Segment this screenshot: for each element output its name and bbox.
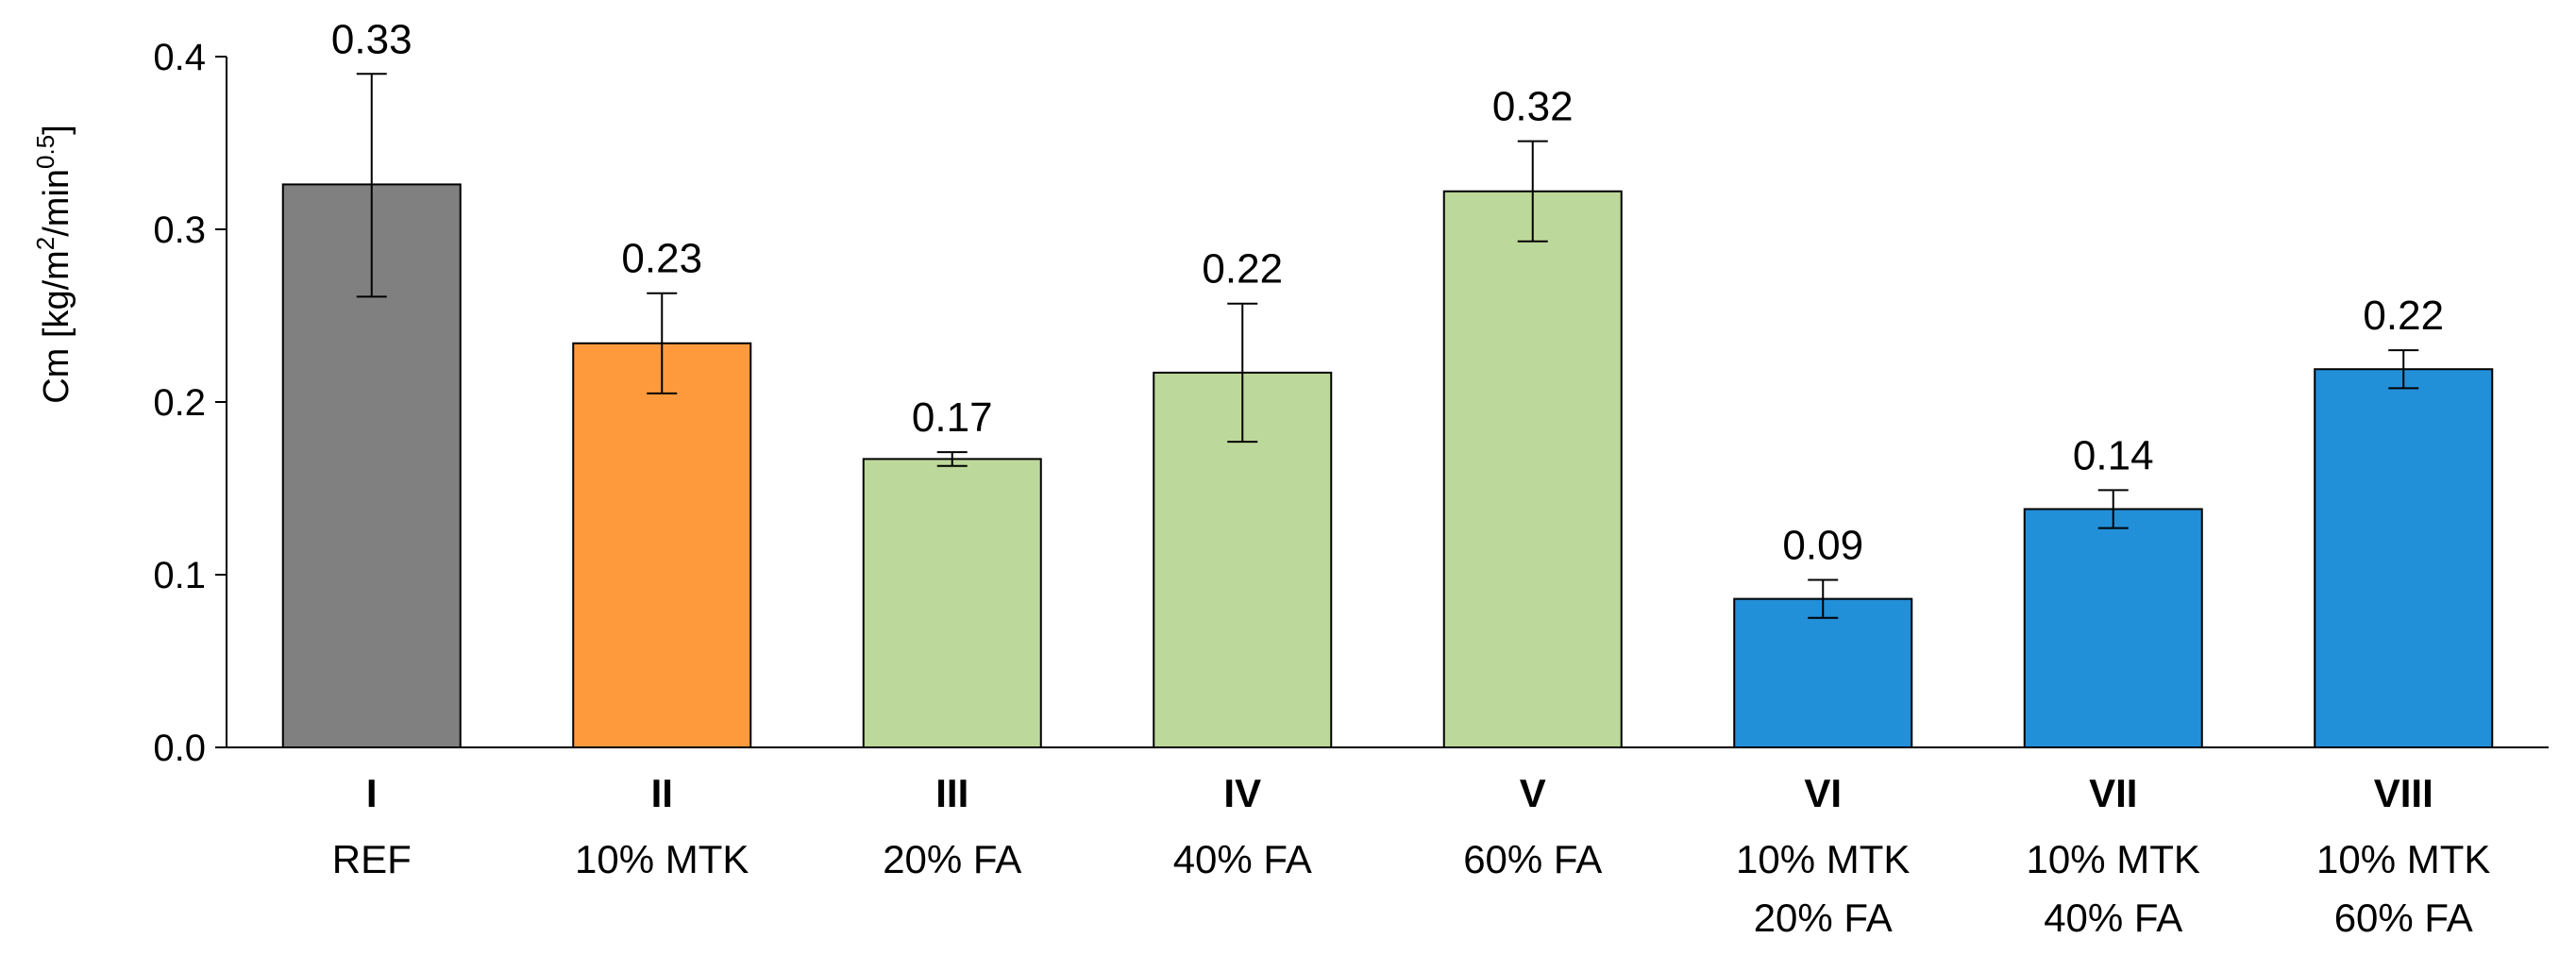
category-roman-label: II xyxy=(651,771,673,815)
y-tick-label: 0.4 xyxy=(153,37,206,78)
category-roman-label: VII xyxy=(2089,771,2137,815)
category-roman-label: V xyxy=(1520,771,1546,815)
bar xyxy=(572,342,752,748)
data-label: 0.14 xyxy=(2073,432,2154,478)
category-sub-label: 10% MTK xyxy=(575,837,749,881)
error-bars xyxy=(356,73,2419,619)
category-roman-label: III xyxy=(935,771,968,815)
y-tick-label: 0.0 xyxy=(153,728,206,769)
data-label: 0.17 xyxy=(912,394,993,441)
category-labels: I REF II 10% MTK III 20% FA IV 40% FA V 60% FA VI 1… xyxy=(332,771,2491,940)
category-sub-label: 20% FA xyxy=(883,837,1021,881)
category-roman-label: VIII xyxy=(2374,771,2433,815)
data-label: 0.09 xyxy=(1782,522,1863,568)
y-tick-label: 0.1 xyxy=(153,555,206,596)
data-label: 0.33 xyxy=(331,16,412,62)
data-labels: 0.33 0.23 0.17 0.22 0.32 0.09 0.14 0.22 xyxy=(331,16,2444,568)
category-sub-label: 10% MTK xyxy=(1736,837,1910,881)
y-tick-label: 0.3 xyxy=(153,209,206,251)
data-label: 0.22 xyxy=(2363,293,2444,339)
category-sub-label: 10% MTK xyxy=(2316,837,2490,881)
category-roman-label: I xyxy=(366,771,378,815)
category-sub-label: 20% FA xyxy=(1754,896,1893,940)
y-title-text: Cm [kg/m xyxy=(37,250,76,404)
data-label: 0.23 xyxy=(621,236,702,282)
bar xyxy=(1442,190,1623,749)
y-title-text: ] xyxy=(37,125,76,135)
bar xyxy=(2023,508,2203,749)
category-sub-label: 40% FA xyxy=(1173,837,1312,881)
category-roman-label: VI xyxy=(1804,771,1842,815)
category-sub-label: REF xyxy=(332,837,412,881)
category-roman-label: IV xyxy=(1223,771,1261,815)
data-label: 0.22 xyxy=(1202,246,1283,293)
category-sub-label: 60% FA xyxy=(2334,896,2473,940)
y-axis-title: Cm [kg/m2/min0.5] xyxy=(31,125,76,404)
category-sub-label: 10% MTK xyxy=(2027,837,2200,881)
category-sub-label: 40% FA xyxy=(2044,896,2182,940)
y-title-sup: 2 xyxy=(31,237,59,250)
category-sub-label: 60% FA xyxy=(1463,837,1602,881)
y-tick-label: 0.2 xyxy=(153,382,206,424)
data-label: 0.32 xyxy=(1492,84,1574,130)
bars xyxy=(281,183,2494,749)
y-title-sup: 0.5 xyxy=(31,135,59,169)
bar xyxy=(862,458,1042,748)
bar xyxy=(1733,597,1913,748)
y-title-text: /min xyxy=(37,169,76,237)
bar xyxy=(2314,368,2494,748)
